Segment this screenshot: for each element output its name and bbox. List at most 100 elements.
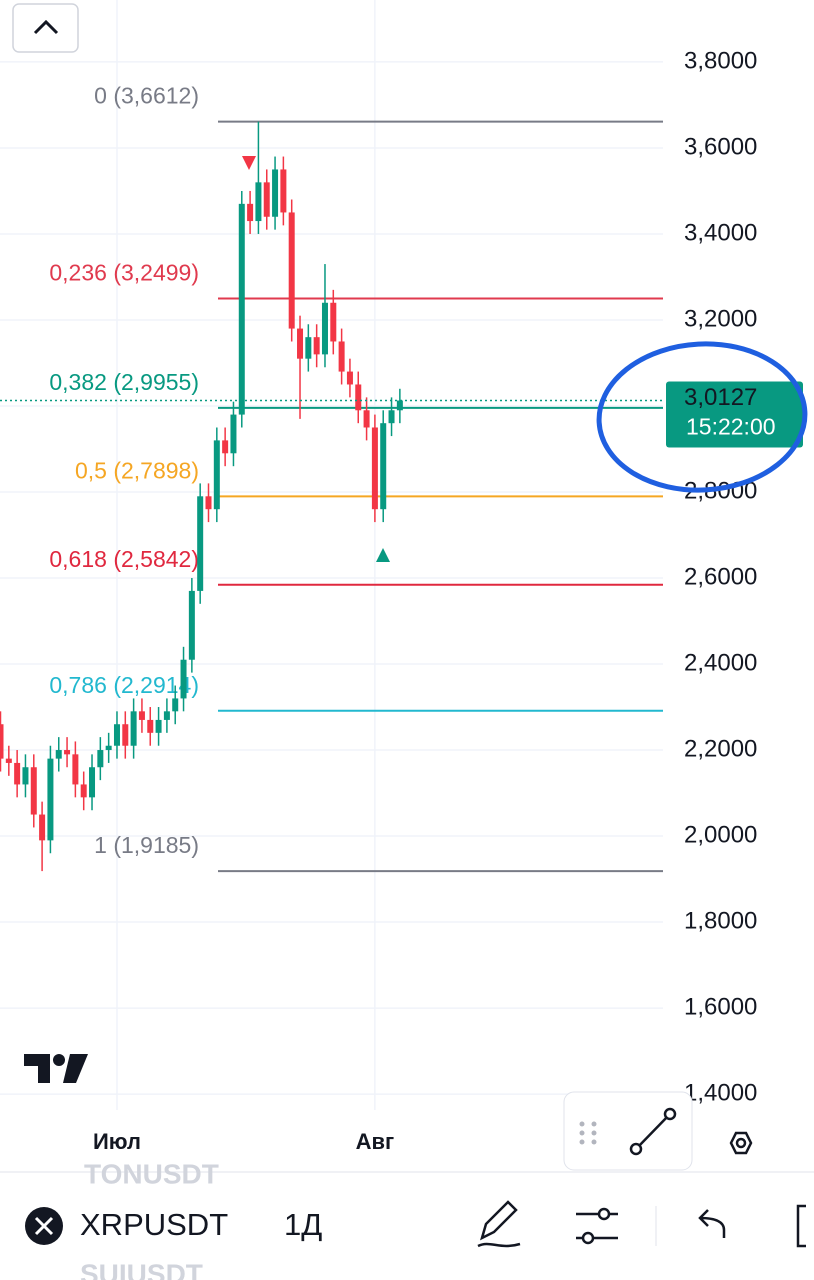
candle-body: [122, 724, 129, 746]
axis-layer: 3,80003,60003,40003,20003,00002,80002,60…: [684, 47, 757, 1106]
x-tick-label: Авг: [356, 1129, 395, 1154]
candle-body: [297, 328, 304, 359]
candle-body: [396, 400, 403, 411]
y-tick-label: 1,8000: [684, 907, 757, 934]
x-axis-layer: Июл Авг: [93, 1129, 394, 1154]
candle-body: [72, 754, 79, 785]
y-tick-label: 2,2000: [684, 735, 757, 762]
y-tick-label: 2,0000: [684, 821, 757, 848]
trend-line-tool[interactable]: [629, 1107, 677, 1156]
grid-layer: [0, 0, 663, 1110]
candle-body: [30, 767, 37, 815]
candle-body: [346, 371, 353, 385]
candle-body: [305, 337, 312, 359]
candle-body: [338, 341, 345, 372]
candle-body: [272, 169, 279, 217]
price-tag-layer: 3,0127 15:22:00: [666, 381, 803, 448]
y-tick-label: 3,8000: [684, 47, 757, 74]
candle-body: [388, 410, 395, 424]
drag-handle[interactable]: [579, 1121, 597, 1145]
candles-layer: [0, 121, 663, 872]
candle-body: [172, 698, 179, 712]
candle-body: [330, 302, 337, 342]
candle-body: [64, 750, 71, 755]
candle-body: [222, 440, 229, 454]
candle-body: [105, 745, 112, 751]
xrp-glyph: [34, 1216, 54, 1236]
indicators-button[interactable]: [576, 1207, 618, 1245]
candle-body: [97, 750, 104, 768]
candle-body: [247, 203, 254, 222]
settings-button[interactable]: [729, 1131, 753, 1155]
candle-body: [380, 423, 387, 510]
symbol[interactable]: XRPUSDT: [80, 1207, 228, 1242]
candle-body: [280, 169, 287, 213]
candle-body: [313, 337, 320, 355]
candle-body: [89, 767, 96, 798]
last-price-label: 3,0127: [684, 384, 757, 411]
candle-body: [180, 659, 187, 699]
price-axis: [663, 0, 814, 1110]
y-tick-label: 2,6000: [684, 563, 757, 590]
candle-body: [47, 758, 54, 841]
candle-body: [155, 719, 162, 733]
interval[interactable]: 1Д: [284, 1207, 322, 1242]
undo-button[interactable]: [698, 1209, 726, 1238]
candle-body: [230, 414, 237, 454]
y-tick-label: 1,4000: [684, 1079, 757, 1106]
tv-logo: [24, 1054, 88, 1083]
fib-label: 0,786 (2,2914): [49, 672, 199, 698]
candle-body: [147, 719, 154, 733]
fib-label: 0,5 (2,7898): [75, 457, 199, 483]
annotation-ellipse: [596, 341, 808, 493]
candle-body: [213, 440, 220, 510]
candle-body: [363, 410, 370, 428]
candle-body: [321, 302, 328, 355]
candle-body: [22, 767, 29, 785]
drawing-panel: [563, 1091, 693, 1171]
candle-body: [113, 724, 120, 746]
candle-body: [238, 203, 245, 415]
candle-body: [197, 496, 204, 591]
candle-body: [163, 711, 170, 720]
watchlist-item[interactable]: SUIUSDT: [80, 1258, 203, 1280]
y-tick-label: 2,4000: [684, 649, 757, 676]
candle-body: [39, 814, 46, 841]
countdown: 15:22:00: [686, 414, 776, 440]
fib-label: 0,618 (2,5842): [49, 546, 199, 572]
candle-body: [355, 384, 362, 411]
collapse-button[interactable]: [12, 3, 79, 53]
fib-label: 1 (1,9185): [94, 832, 199, 858]
y-tick-label: 1,6000: [684, 993, 757, 1020]
fib-layer: 0 (3,6612) 0,236 (3,2499) 0,382 (2,9955) 0,…: [49, 83, 663, 873]
caret-icon: [33, 19, 59, 35]
candle-body: [130, 711, 137, 746]
draw-button[interactable]: [477, 1200, 521, 1248]
last-price-tag: [666, 381, 803, 448]
more-button[interactable]: [796, 1204, 806, 1248]
y-tick-label: 3,2000: [684, 305, 757, 332]
candle-body: [80, 784, 87, 798]
sell-marker: [242, 156, 256, 170]
watchlist-item[interactable]: TONUSDT: [84, 1158, 219, 1189]
buy-marker: [376, 548, 390, 562]
candle-body: [205, 496, 212, 510]
candle-body: [55, 750, 62, 759]
candle-body: [288, 212, 295, 329]
candle-body: [188, 590, 195, 660]
candle-body: [0, 724, 4, 759]
candle-body: [371, 427, 378, 510]
fib-label: 0 (3,6612): [94, 83, 199, 109]
x-tick-label: Июл: [93, 1129, 141, 1154]
y-tick-label: 3,6000: [684, 133, 757, 160]
fib-label: 0,236 (3,2499): [49, 260, 199, 286]
candle-body: [263, 182, 270, 217]
candle-body: [138, 711, 145, 720]
y-tick-label: 3,4000: [684, 219, 757, 246]
candle-body: [14, 762, 21, 785]
candle-body: [255, 182, 262, 222]
candle-body: [5, 758, 12, 763]
fib-label: 0,382 (2,9955): [49, 369, 199, 395]
